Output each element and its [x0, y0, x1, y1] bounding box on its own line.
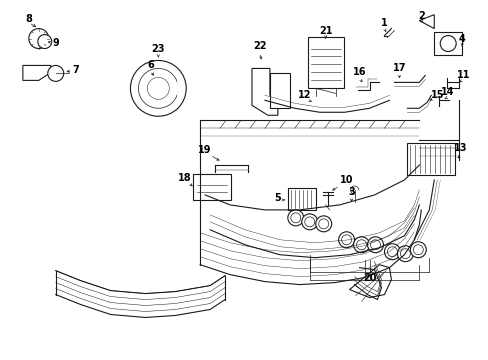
Text: 4: 4 — [458, 33, 465, 44]
Text: 16: 16 — [352, 67, 366, 77]
Circle shape — [370, 240, 380, 250]
Bar — [193, 174, 230, 200]
Circle shape — [439, 36, 455, 51]
Circle shape — [315, 216, 331, 232]
Text: 22: 22 — [253, 41, 266, 50]
Text: 14: 14 — [440, 87, 453, 97]
Bar — [307, 37, 343, 88]
Text: 8: 8 — [25, 14, 32, 24]
Text: 5: 5 — [274, 193, 281, 203]
Circle shape — [353, 237, 369, 253]
Circle shape — [412, 245, 423, 255]
Polygon shape — [23, 66, 51, 80]
Text: 11: 11 — [456, 71, 470, 80]
Text: 6: 6 — [147, 60, 153, 71]
Circle shape — [138, 68, 178, 108]
Circle shape — [48, 66, 63, 81]
Text: 12: 12 — [297, 90, 311, 100]
Circle shape — [409, 242, 426, 258]
Text: 20: 20 — [362, 273, 375, 283]
Polygon shape — [419, 15, 433, 28]
Circle shape — [287, 210, 303, 226]
Text: 18: 18 — [178, 173, 192, 183]
Text: 23: 23 — [151, 44, 165, 54]
Circle shape — [147, 77, 169, 99]
Text: 9: 9 — [53, 37, 60, 48]
Circle shape — [397, 246, 412, 262]
Circle shape — [38, 35, 52, 49]
Text: 15: 15 — [429, 90, 443, 100]
Circle shape — [384, 244, 400, 260]
Circle shape — [304, 217, 314, 227]
Bar — [433, 32, 461, 55]
Circle shape — [400, 249, 409, 259]
Circle shape — [386, 247, 397, 257]
Polygon shape — [251, 68, 277, 115]
Text: 1: 1 — [380, 18, 387, 28]
Text: 19: 19 — [198, 145, 211, 155]
Bar — [269, 73, 289, 108]
Text: 13: 13 — [453, 143, 467, 153]
Text: 3: 3 — [347, 187, 354, 197]
Circle shape — [290, 213, 300, 223]
Text: 17: 17 — [392, 63, 406, 73]
Circle shape — [356, 240, 366, 250]
Circle shape — [338, 232, 354, 248]
Circle shape — [29, 28, 49, 49]
Text: 2: 2 — [417, 11, 424, 21]
Circle shape — [367, 237, 383, 253]
Bar — [407, 143, 454, 175]
Circle shape — [341, 235, 351, 245]
Text: 7: 7 — [73, 66, 79, 76]
Text: 21: 21 — [318, 26, 332, 36]
Circle shape — [301, 214, 317, 230]
Circle shape — [130, 60, 186, 116]
Circle shape — [318, 219, 328, 229]
Text: 10: 10 — [339, 175, 352, 185]
Bar — [287, 188, 315, 210]
